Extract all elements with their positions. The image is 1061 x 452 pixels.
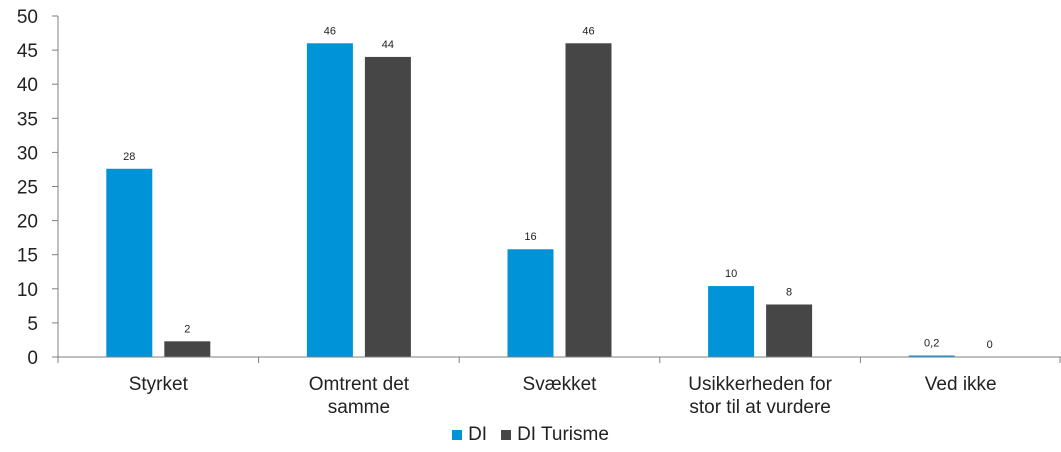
y-tick-label: 20 bbox=[17, 212, 38, 233]
legend: DI DI Turisme bbox=[0, 424, 1061, 446]
y-tick-label: 5 bbox=[27, 314, 38, 335]
legend-item-di: DI bbox=[452, 424, 487, 446]
x-tick-label: Styrket bbox=[129, 374, 189, 395]
data-label: 16 bbox=[524, 231, 536, 243]
y-tick-label: 30 bbox=[17, 143, 38, 164]
legend-label-di: DI bbox=[468, 424, 488, 445]
x-tick-label-line: Ved ikke bbox=[925, 374, 997, 395]
bar-di bbox=[106, 168, 153, 357]
y-tick-label: 0 bbox=[27, 348, 38, 369]
data-label: 8 bbox=[786, 286, 792, 298]
x-tick-label: Svækket bbox=[523, 374, 598, 395]
x-tick-label-line: stor til at vurdere bbox=[689, 397, 831, 418]
data-label: 46 bbox=[324, 25, 336, 37]
bar-di bbox=[708, 286, 755, 357]
data-label: 0 bbox=[987, 339, 993, 351]
bar-di-turisme bbox=[164, 341, 211, 357]
bars bbox=[106, 43, 955, 358]
y-tick-label: 15 bbox=[17, 246, 38, 267]
y-tick-label: 40 bbox=[17, 75, 38, 96]
y-tick-label: 25 bbox=[17, 178, 38, 199]
bar-di-turisme bbox=[364, 56, 411, 358]
x-tick-label: Ved ikke bbox=[925, 374, 997, 395]
data-label: 10 bbox=[725, 268, 737, 280]
y-tick-label: 35 bbox=[17, 109, 38, 130]
x-tick-label-line: samme bbox=[328, 397, 390, 418]
data-label: 0,2 bbox=[924, 338, 939, 350]
data-label: 28 bbox=[123, 151, 135, 163]
x-tick-label: Usikkerheden for stor til at vurdere bbox=[688, 374, 832, 418]
data-labels: 28 2 46 44 16 46 10 8 0,2 0 bbox=[123, 25, 993, 351]
legend-swatch-di-turisme bbox=[501, 430, 512, 440]
legend-label-di-turisme: DI Turisme bbox=[517, 424, 609, 445]
y-tick-label: 50 bbox=[17, 7, 38, 28]
legend-swatch-di bbox=[452, 430, 463, 440]
bar-di bbox=[507, 249, 554, 357]
x-tick-label-line: Styrket bbox=[129, 374, 189, 395]
x-tick-label-line: Omtrent det bbox=[309, 374, 410, 395]
data-label: 46 bbox=[582, 25, 594, 37]
x-tick-label-line: Usikkerheden for bbox=[688, 374, 832, 395]
y-tick-label: 10 bbox=[17, 280, 38, 301]
x-tick-label: Omtrent det samme bbox=[309, 374, 410, 418]
data-label: 44 bbox=[382, 39, 394, 51]
axes bbox=[57, 16, 1061, 363]
data-label: 2 bbox=[184, 323, 190, 335]
x-axis-labels: Styrket Omtrent det samme Svækket Usikkerhed… bbox=[129, 374, 997, 418]
y-tick-label: 45 bbox=[17, 41, 38, 62]
bar-di bbox=[908, 355, 955, 357]
bar-di bbox=[306, 43, 353, 357]
bar-di-turisme bbox=[766, 304, 813, 357]
y-axis-ticks: 0 5 10 15 20 25 30 35 40 45 50 bbox=[17, 7, 58, 369]
legend-item-di-turisme: DI Turisme bbox=[501, 424, 609, 446]
bar-di-turisme bbox=[565, 43, 612, 357]
x-tick-label-line: Svækket bbox=[523, 374, 598, 395]
